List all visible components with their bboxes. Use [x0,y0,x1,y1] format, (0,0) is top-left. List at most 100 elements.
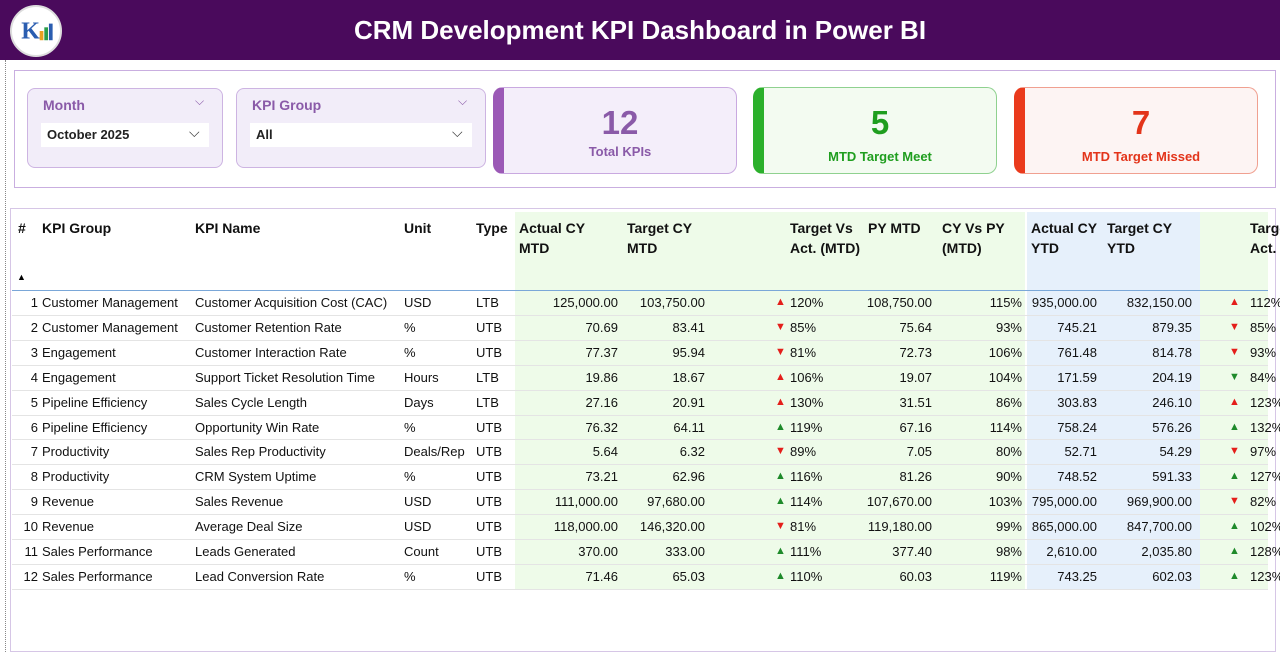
table-cell: 125,000.00 [552,295,618,310]
table-cell: 9 [30,494,38,510]
slicer-value[interactable]: All [250,123,472,147]
row-rule [12,489,1268,491]
table-cell: 110% [790,568,823,584]
table-cell: 795,000.00 [1031,494,1097,510]
table-cell: 814.78 [1152,344,1192,360]
table-cell: 591.33 [1152,469,1192,485]
table-cell: 97% [1250,444,1277,460]
table-cell: UTB [476,494,502,510]
table-cell: UTB [476,568,502,584]
table-cell: 132% [1250,419,1280,435]
table-cell: 5.64 [592,444,618,460]
kpi-card: 5 MTD Target Meet [753,87,997,174]
row-rule [12,588,1268,590]
table-cell: USD [404,295,432,310]
status-arrow: ▲ [775,470,786,483]
column-header[interactable]: Actual CY YTD [1031,220,1097,256]
table-cell: 95.94 [672,344,705,360]
table-cell: 19.86 [585,369,618,385]
table-cell: 81% [790,519,817,535]
table-cell: 12 [23,568,38,584]
table-cell: 81.26 [899,469,932,485]
table-cell: 70.69 [585,319,618,335]
table-cell: % [404,568,416,584]
column-header[interactable]: Target CY YTD [1107,220,1172,256]
column-header[interactable]: Target Vs Act. (YTD) [1250,220,1280,256]
table-cell: 52.71 [1064,444,1097,460]
column-header[interactable]: Unit [404,220,432,236]
table-cell: 71.46 [585,568,618,584]
table-cell: 82% [1250,494,1277,510]
column-header[interactable]: KPI Group [42,220,112,236]
column-header[interactable]: # [18,220,26,236]
table-cell: 60.03 [899,568,932,584]
table-cell: Revenue [42,519,95,535]
table-cell: Sales Rep Productivity [195,444,326,460]
table-cell: 123% [1250,394,1280,410]
table-cell: Support Ticket Resolution Time [195,369,375,385]
table-cell: 106% [988,344,1022,360]
table-cell: 377.40 [892,544,932,559]
svg-text:K: K [21,18,40,44]
table-cell: 127% [1250,469,1280,485]
table-cell: 72.73 [899,344,932,360]
header-rule [12,290,1268,291]
table-cell: 10 [23,519,38,535]
table-cell: 20.91 [672,394,705,410]
table-cell: 103% [988,494,1022,510]
column-header[interactable]: Target Vs Act. (MTD) [790,220,860,256]
status-arrow: ▼ [1229,445,1240,458]
table-cell: 90% [995,469,1022,485]
kpi-card: 7 MTD Target Missed [1014,87,1258,174]
table-cell: 3 [30,344,38,360]
column-header[interactable]: PY MTD [868,220,921,236]
table-cell: 7.05 [906,444,932,460]
page-border [5,60,6,652]
column-header[interactable]: Actual CY MTD [519,220,585,256]
table-cell: 102% [1250,519,1280,535]
table-cell: 111,000.00 [554,494,618,510]
column-header[interactable]: KPI Name [195,220,261,236]
status-arrow: ▲ [775,296,786,308]
table-cell: CRM System Uptime [195,469,317,485]
table-cell: Productivity [42,469,110,485]
status-arrow: ▲ [1229,470,1240,483]
table-cell: Customer Acquisition Cost (CAC) [195,295,388,310]
table-cell: 748.52 [1057,469,1097,485]
table-cell: Days [404,394,434,410]
table-cell: Leads Generated [195,544,296,559]
table-cell: 130% [790,394,824,410]
table-cell: 81% [790,344,817,360]
table-cell: UTB [476,444,502,460]
table-cell: 879.35 [1152,319,1192,335]
column-header[interactable]: Type [476,220,508,236]
table-cell: 119% [989,568,1022,584]
table-cell: 4 [30,369,38,385]
table-cell: 76.32 [585,419,618,435]
table-cell: % [404,419,416,435]
sort-icon: ▲ [17,272,26,282]
table-cell: 246.10 [1152,394,1192,410]
column-header[interactable]: Target CY MTD [627,220,692,256]
row-rule [12,539,1268,540]
table-cell: UTB [476,344,502,360]
table-cell: Customer Interaction Rate [195,344,347,360]
table-cell: 111% [790,544,822,559]
table-cell: 602.03 [1152,568,1192,584]
table-cell: % [404,469,416,485]
slicer-value[interactable]: October 2025 [41,123,209,147]
status-arrow: ▼ [1229,370,1240,383]
status-arrow: ▼ [775,345,786,358]
table-cell: Sales Cycle Length [195,394,308,410]
status-arrow: ▲ [1229,395,1240,408]
table-cell: 118,000.00 [553,519,618,535]
table-cell: 333.00 [665,544,705,559]
table-cell: 128% [1250,544,1280,559]
column-header[interactable]: CY Vs PY (MTD) [942,220,1005,256]
table-cell: Engagement [42,344,116,360]
table-cell: USD [404,494,432,510]
ytd-band [1027,212,1200,589]
status-arrow: ▲ [1229,520,1240,533]
table-cell: Pipeline Efficiency [42,394,148,410]
table-cell: Pipeline Efficiency [42,419,148,435]
